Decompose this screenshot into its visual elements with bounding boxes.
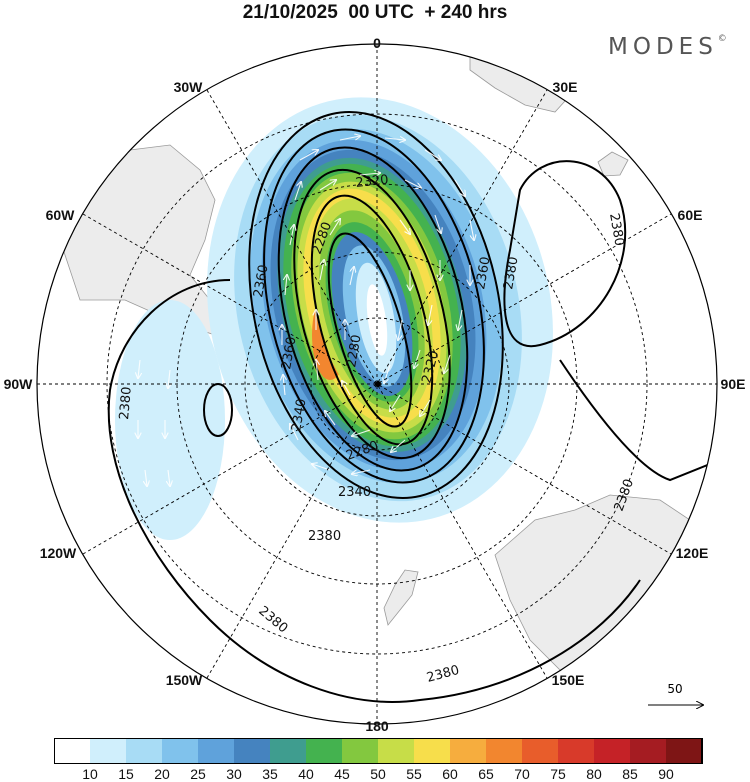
wind-arrow [399,219,410,234]
kerguelen-land [597,151,629,177]
contour-label: 2280 [344,333,365,368]
wind-speed-shading [115,97,553,540]
wind-arrow [312,464,331,471]
wind-arrow [404,179,421,188]
lon-label-120e: 120E [676,545,709,561]
lon-label-150w: 150W [166,672,203,688]
contour-2260 [327,232,413,428]
contour-2300 [293,168,451,460]
contour-label: 2360 [473,255,494,290]
meridian-60 [82,213,672,555]
wind-arrow [168,369,170,388]
latitude-circle [244,251,510,517]
lon-label-180: 180 [365,718,389,734]
wind-arrow [316,360,318,381]
copyright-mark: © [717,34,727,44]
wind-arrow [359,173,380,175]
wind-arrow [428,304,433,325]
contour-label: 2340 [289,397,310,432]
chart-title: 21/10/2025 00 UTC + 240 hrs [242,2,508,23]
contour-label: 2360 [279,335,300,370]
wind-arrow [384,138,405,140]
wind-arrow [434,214,441,233]
contour-label: 2380 [501,255,522,290]
wind-arrow [290,424,299,441]
contour-label: 2380 [425,663,461,686]
wind-arrow [145,469,147,486]
contour-2380-east [503,160,627,348]
longitude-labels: 0 30E 60E 90E 120E 150E 180 150W 120W 90… [4,35,746,734]
wind-arrow [294,182,301,201]
wind-arrow [339,136,360,141]
lon-label-0: 0 [373,35,381,51]
modes-logo: MODES© [608,34,727,60]
graticule [37,44,717,724]
wind-arrow [283,375,285,396]
wind-arrow [352,429,371,436]
australia-land [494,494,717,681]
latitude-circle [310,317,444,451]
wind-arrow [352,469,371,474]
logo-text: MODES [608,34,718,60]
contour-label: 2380 [606,212,627,247]
map-content [59,44,717,703]
lon-label-90w: 90W [4,376,34,392]
wind-vectors [138,136,474,486]
lon-label-150e: 150E [552,672,585,688]
wind-arrow [469,219,474,240]
contour-label: 2360 [251,263,272,298]
wind-arrow [444,354,451,373]
contour-label: 2380 [117,386,135,420]
contour-2340 [263,128,485,484]
wind-arrow [390,394,401,411]
lon-label-60e: 60E [678,207,703,223]
reference-value: 50 [667,682,682,696]
contour-label: 2320 [355,173,389,191]
contour-label: 2380 [308,529,341,544]
wind-arrow [384,364,391,383]
wind-arrow [325,411,336,426]
meridian-30 [206,89,548,679]
wind-arrow [138,359,140,378]
latitude-circle [106,113,648,655]
wind-arrow [424,149,441,160]
lon-label-60w: 60W [46,207,76,223]
wind-arrow [349,267,354,286]
wind-arrow [398,319,403,340]
contour-label: 2380 [255,604,290,637]
wind-arrow [391,439,406,452]
meridian-120 [82,213,672,555]
wind-arrow [289,225,294,246]
wind-arrow [342,381,351,396]
meridian-150 [206,89,548,679]
africa-land [469,44,601,113]
contour-2380-outer [107,279,717,703]
wind-arrow [458,309,463,330]
wind-arrow [319,180,336,191]
wind-arrow [329,219,340,236]
wind-arrow [299,150,318,161]
new-zealand-land [383,569,419,626]
south-pole-marker [375,381,381,387]
wind-arrow [168,469,170,486]
wind-arrow [414,349,421,368]
shade-west-band [115,300,225,540]
contour-label: 2340 [338,485,371,500]
contour-2320 [277,146,469,472]
map-boundary [36,43,718,725]
lon-label-90e: 90E [721,376,746,392]
lon-label-30w: 30W [174,79,204,95]
reference-vector: 50 [648,682,703,705]
contour-2360 [248,111,504,499]
wind-arrow [285,275,287,296]
lon-label-120w: 120W [40,545,77,561]
lon-label-30e: 30E [553,79,578,95]
wind-arrow [420,399,431,416]
wind-arrow [454,179,465,196]
